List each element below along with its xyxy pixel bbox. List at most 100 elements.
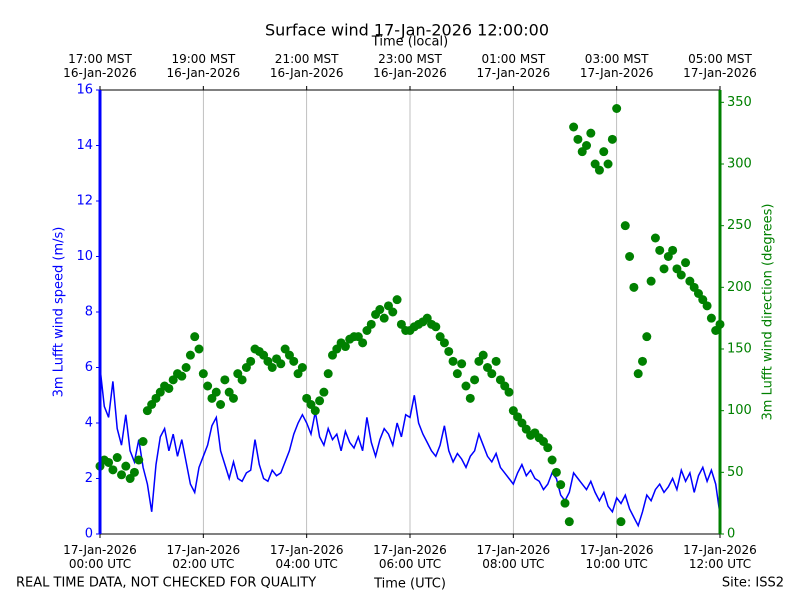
direction-point (194, 344, 204, 354)
direction-point (620, 221, 630, 231)
direction-point (117, 470, 127, 480)
direction-point (470, 375, 480, 385)
direction-point (487, 369, 497, 379)
direction-point (668, 245, 678, 255)
x-tick-label: 17-Jan-2026 04:00 UTC (269, 543, 344, 571)
direction-point (564, 517, 574, 527)
direction-point (603, 159, 613, 169)
direction-point (198, 369, 208, 379)
direction-point (181, 363, 191, 372)
direction-point (358, 338, 368, 348)
direction-point (375, 305, 385, 315)
direction-point (164, 383, 174, 393)
direction-point (650, 233, 660, 243)
direction-point (138, 437, 148, 446)
direction-point (452, 369, 462, 379)
x2-tick-label: 01:00 MST 17-Jan-2026 (476, 52, 551, 80)
y2-tick-label: 150 (727, 342, 752, 357)
x2-tick-label: 21:00 MST 16-Jan-2026 (269, 52, 344, 80)
direction-point (569, 122, 579, 132)
direction-point (582, 141, 592, 150)
direction-point (134, 455, 144, 465)
direction-point (642, 332, 652, 342)
direction-point (323, 369, 333, 379)
direction-point (276, 359, 286, 369)
direction-point (444, 346, 454, 356)
direction-point (676, 270, 686, 280)
direction-point (655, 245, 665, 255)
direction-point (366, 319, 376, 329)
direction-point (556, 480, 566, 490)
direction-point (702, 301, 712, 311)
x-tick-label: 17-Jan-2026 12:00 UTC (683, 543, 757, 571)
direction-point (465, 393, 475, 403)
direction-point (457, 359, 467, 369)
direction-point (586, 128, 596, 138)
direction-point (607, 134, 617, 144)
direction-point (681, 258, 691, 268)
x-tick-label: 17-Jan-2026 10:00 UTC (579, 543, 654, 571)
direction-point (551, 467, 561, 477)
direction-point (646, 276, 656, 286)
direction-point (379, 313, 389, 323)
direction-point (340, 342, 350, 352)
direction-point (121, 461, 131, 471)
direction-point (112, 453, 122, 463)
direction-point (185, 350, 195, 360)
y2-axis-label: 3m Lufft wind direction (degrees) (761, 204, 776, 421)
y-tick-label: 14 (76, 138, 93, 153)
direction-point (612, 104, 622, 113)
x-axis-label: Time (UTC) (373, 577, 446, 592)
direction-point (289, 356, 299, 366)
direction-point (599, 147, 609, 157)
direction-point (246, 356, 256, 366)
footer-site: Site: ISS2 (722, 576, 784, 591)
direction-point (220, 375, 230, 385)
y2-tick-label: 200 (727, 280, 752, 295)
x2-axis-label: Time (local) (371, 35, 448, 50)
y2-tick-label: 100 (727, 403, 752, 418)
direction-point (560, 498, 570, 508)
y-tick-label: 6 (85, 360, 93, 375)
direction-point (633, 369, 643, 379)
direction-point (478, 350, 488, 360)
y-axis-label: 3m Lufft wind speed (m/s) (52, 227, 67, 398)
x-tick-label: 17-Jan-2026 06:00 UTC (373, 543, 447, 571)
direction-point (297, 363, 307, 372)
y-tick-label: 8 (85, 305, 93, 320)
direction-point (573, 134, 583, 144)
footer-note: REAL TIME DATA, NOT CHECKED FOR QUALITY (16, 576, 316, 591)
direction-point (616, 517, 626, 527)
direction-point (625, 252, 635, 261)
y2-tick-label: 0 (727, 527, 735, 542)
direction-point (638, 356, 647, 366)
direction-point (659, 264, 669, 274)
x2-tick-label: 05:00 MST 17-Jan-2026 (683, 52, 757, 80)
direction-point (594, 165, 604, 175)
direction-point (543, 443, 553, 453)
direction-point (177, 371, 187, 381)
x-tick-label: 17-Jan-2026 00:00 UTC (63, 543, 137, 571)
direction-point (310, 406, 320, 416)
direction-point (504, 387, 514, 397)
direction-point (129, 467, 139, 477)
direction-point (431, 322, 441, 332)
direction-point (461, 381, 471, 391)
y2-tick-label: 50 (727, 465, 744, 480)
direction-point (190, 332, 200, 342)
direction-point (388, 307, 398, 317)
direction-point (629, 282, 639, 292)
y-tick-label: 10 (76, 249, 93, 264)
chart-title: Surface wind 17-Jan-2026 12:00:00 (265, 21, 549, 40)
speed-line (99, 367, 721, 528)
direction-point (211, 387, 221, 397)
x2-tick-label: 17:00 MST 16-Jan-2026 (63, 52, 137, 80)
direction-point (315, 396, 325, 406)
y-tick-label: 16 (76, 83, 93, 98)
direction-point (108, 465, 118, 475)
direction-point (392, 295, 402, 305)
direction-point (237, 375, 247, 385)
x-tick-label: 17-Jan-2026 02:00 UTC (166, 543, 241, 571)
x2-tick-label: 19:00 MST 16-Jan-2026 (166, 52, 241, 80)
y2-tick-label: 300 (727, 157, 752, 172)
